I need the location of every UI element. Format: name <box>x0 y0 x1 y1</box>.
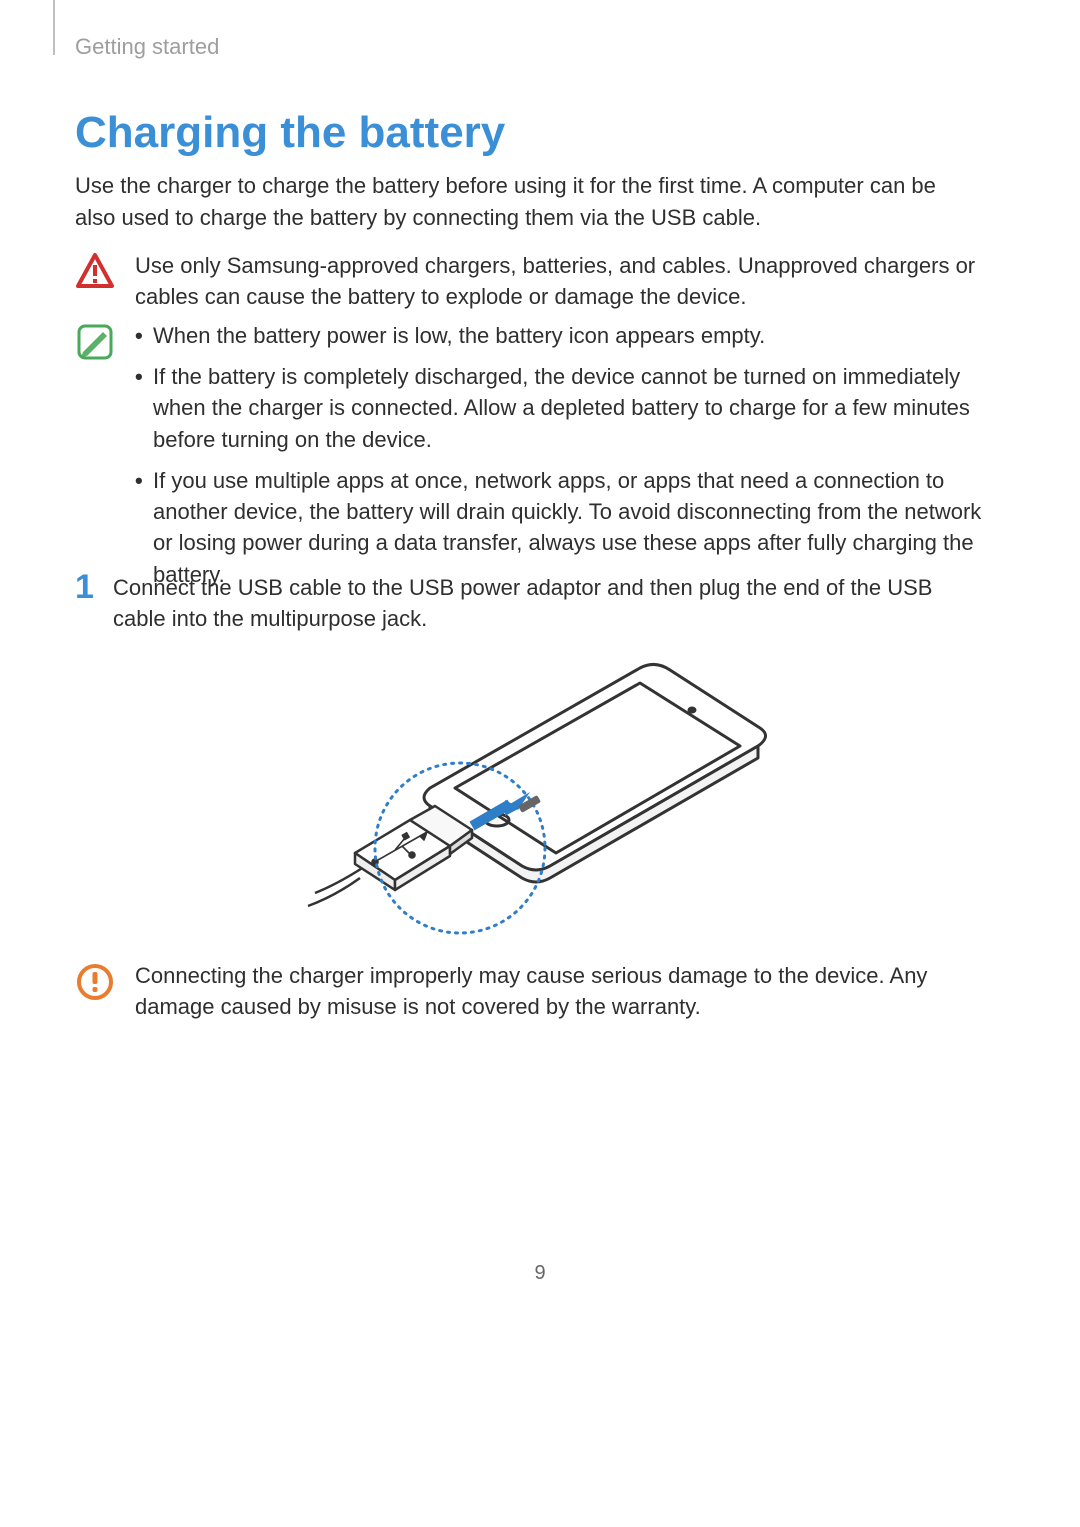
page-number: 9 <box>0 1262 1080 1285</box>
note-bullet: • If the battery is completely discharge… <box>135 361 985 455</box>
note-icon <box>75 322 115 362</box>
page-title: Charging the battery <box>75 108 505 158</box>
intro-paragraph: Use the charger to charge the battery be… <box>75 170 975 234</box>
caution-icon <box>75 962 115 1002</box>
bullet-marker: • <box>135 361 153 455</box>
note-bullet: • When the battery power is low, the bat… <box>135 320 985 351</box>
bullet-text: When the battery power is low, the batte… <box>153 320 985 351</box>
header-rule <box>53 0 55 55</box>
note-callout: • When the battery power is low, the bat… <box>75 320 985 600</box>
step-number: 1 <box>75 570 109 604</box>
warning-text: Use only Samsung-approved chargers, batt… <box>135 250 985 312</box>
charging-diagram <box>260 658 780 938</box>
bullet-text: If the battery is completely discharged,… <box>153 361 985 455</box>
step-text: Connect the USB cable to the USB power a… <box>113 572 983 634</box>
warning-callout: Use only Samsung-approved chargers, batt… <box>75 250 985 312</box>
warning-icon <box>75 252 115 292</box>
note-bullets: • When the battery power is low, the bat… <box>135 320 985 600</box>
step-1: 1 Connect the USB cable to the USB power… <box>75 572 983 634</box>
bullet-marker: • <box>135 320 153 351</box>
caution-callout: Connecting the charger improperly may ca… <box>75 960 985 1022</box>
breadcrumb: Getting started <box>75 34 219 60</box>
caution-text: Connecting the charger improperly may ca… <box>135 960 985 1022</box>
